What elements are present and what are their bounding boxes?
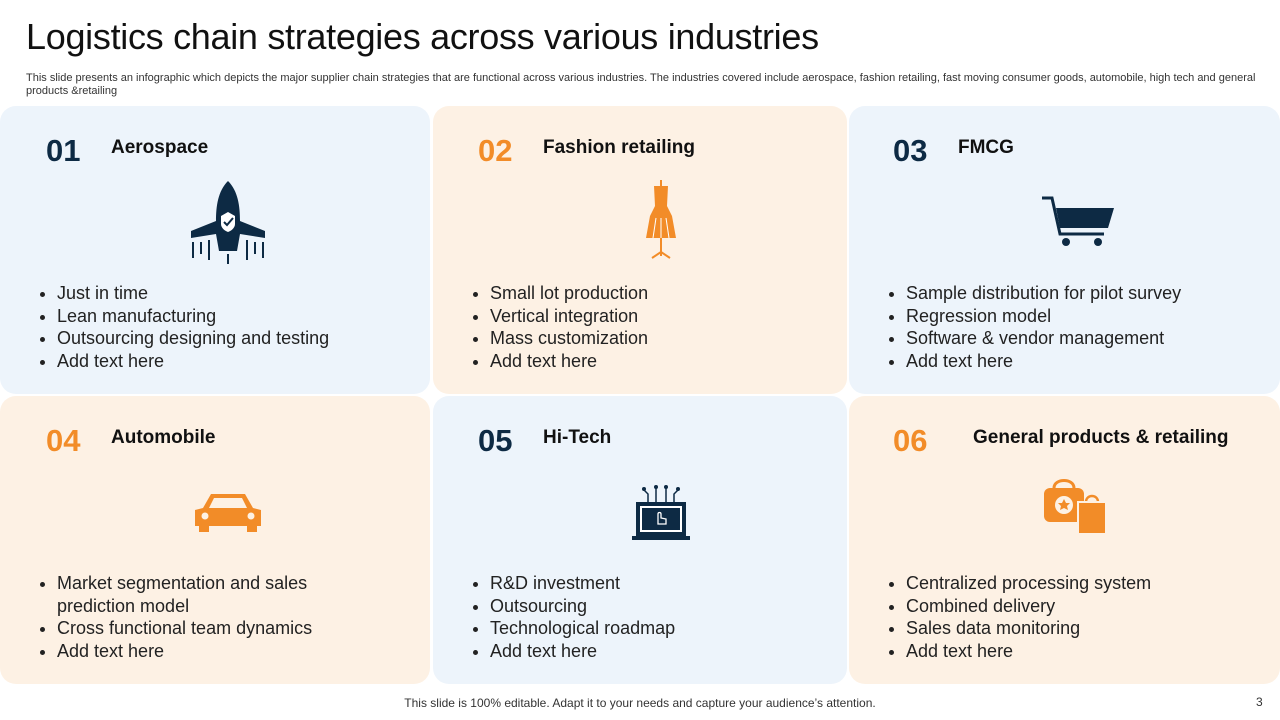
- bullet-list: R&D investment Outsourcing Technological…: [453, 572, 810, 662]
- bullet: Outsourcing designing and testing: [57, 327, 377, 350]
- bullet: Vertical integration: [490, 305, 810, 328]
- footer-text: This slide is 100% editable. Adapt it to…: [404, 696, 876, 710]
- cart-icon: [1042, 196, 1114, 246]
- bullet: Cross functional team dynamics: [57, 617, 377, 640]
- bullet: Regression model: [906, 305, 1226, 328]
- bullet: Add text here: [906, 350, 1226, 373]
- bullet-list: Small lot production Vertical integratio…: [453, 282, 810, 372]
- bullet: Centralized processing system: [906, 572, 1226, 595]
- card: 06 General products & retailing Centrali…: [849, 396, 1280, 684]
- card-title: FMCG: [958, 137, 1014, 158]
- bullet: Add text here: [490, 350, 810, 373]
- card-title: Aerospace: [111, 137, 209, 158]
- card-number: 01: [46, 133, 81, 168]
- card-number: 03: [893, 133, 928, 168]
- bullet: Outsourcing: [490, 595, 810, 618]
- bullet: Add text here: [57, 350, 377, 373]
- card: 03 FMCG Sample distribution for pilot su…: [849, 106, 1280, 394]
- slide-subtitle: This slide presents an infographic which…: [26, 72, 1256, 97]
- laptop-icon: [632, 485, 690, 540]
- dress-icon: [646, 180, 676, 259]
- shopping-icon: [1044, 479, 1107, 535]
- card: 05 Hi-Tech R&D investment Outsourcing Te…: [433, 396, 847, 684]
- bullet-list: Sample distribution for pilot survey Reg…: [869, 282, 1226, 372]
- card-number: 04: [46, 423, 81, 458]
- bullet: Sales data monitoring: [906, 617, 1226, 640]
- bullet: Add text here: [57, 640, 377, 663]
- bullet: Combined delivery: [906, 595, 1226, 618]
- bullet: Market segmentation and sales prediction…: [57, 572, 377, 617]
- card-title: Automobile: [111, 427, 216, 448]
- card-number: 06: [893, 423, 928, 458]
- card-number: 02: [478, 133, 513, 168]
- bullet: Add text here: [490, 640, 810, 663]
- bullet: Mass customization: [490, 327, 810, 350]
- card: 01 Aerospace Just in time Lean manufactu…: [0, 106, 430, 394]
- card: 04 Automobile Market segmentation and sa…: [0, 396, 430, 684]
- bullet: Technological roadmap: [490, 617, 810, 640]
- bullet-list: Market segmentation and sales prediction…: [20, 572, 377, 662]
- bullet: R&D investment: [490, 572, 810, 595]
- bullet-list: Centralized processing system Combined d…: [869, 572, 1226, 662]
- bullet-list: Just in time Lean manufacturing Outsourc…: [20, 282, 377, 372]
- card-number: 05: [478, 423, 513, 458]
- bullet: Software & vendor management: [906, 327, 1226, 350]
- page-number: 3: [1256, 695, 1263, 709]
- card-title: Fashion retailing: [543, 137, 696, 158]
- car-icon: [195, 494, 261, 532]
- bullet: Add text here: [906, 640, 1226, 663]
- bullet: Just in time: [57, 282, 377, 305]
- bullet: Small lot production: [490, 282, 810, 305]
- bullet: Sample distribution for pilot survey: [906, 282, 1226, 305]
- rocket-icon: [191, 181, 265, 264]
- card-title: General products & retailing: [973, 427, 1229, 448]
- card: 02 Fashion retailing Small lot productio…: [433, 106, 847, 394]
- bullet: Lean manufacturing: [57, 305, 377, 328]
- card-title: Hi-Tech: [543, 427, 612, 448]
- slide-title: Logistics chain strategies across variou…: [26, 16, 819, 57]
